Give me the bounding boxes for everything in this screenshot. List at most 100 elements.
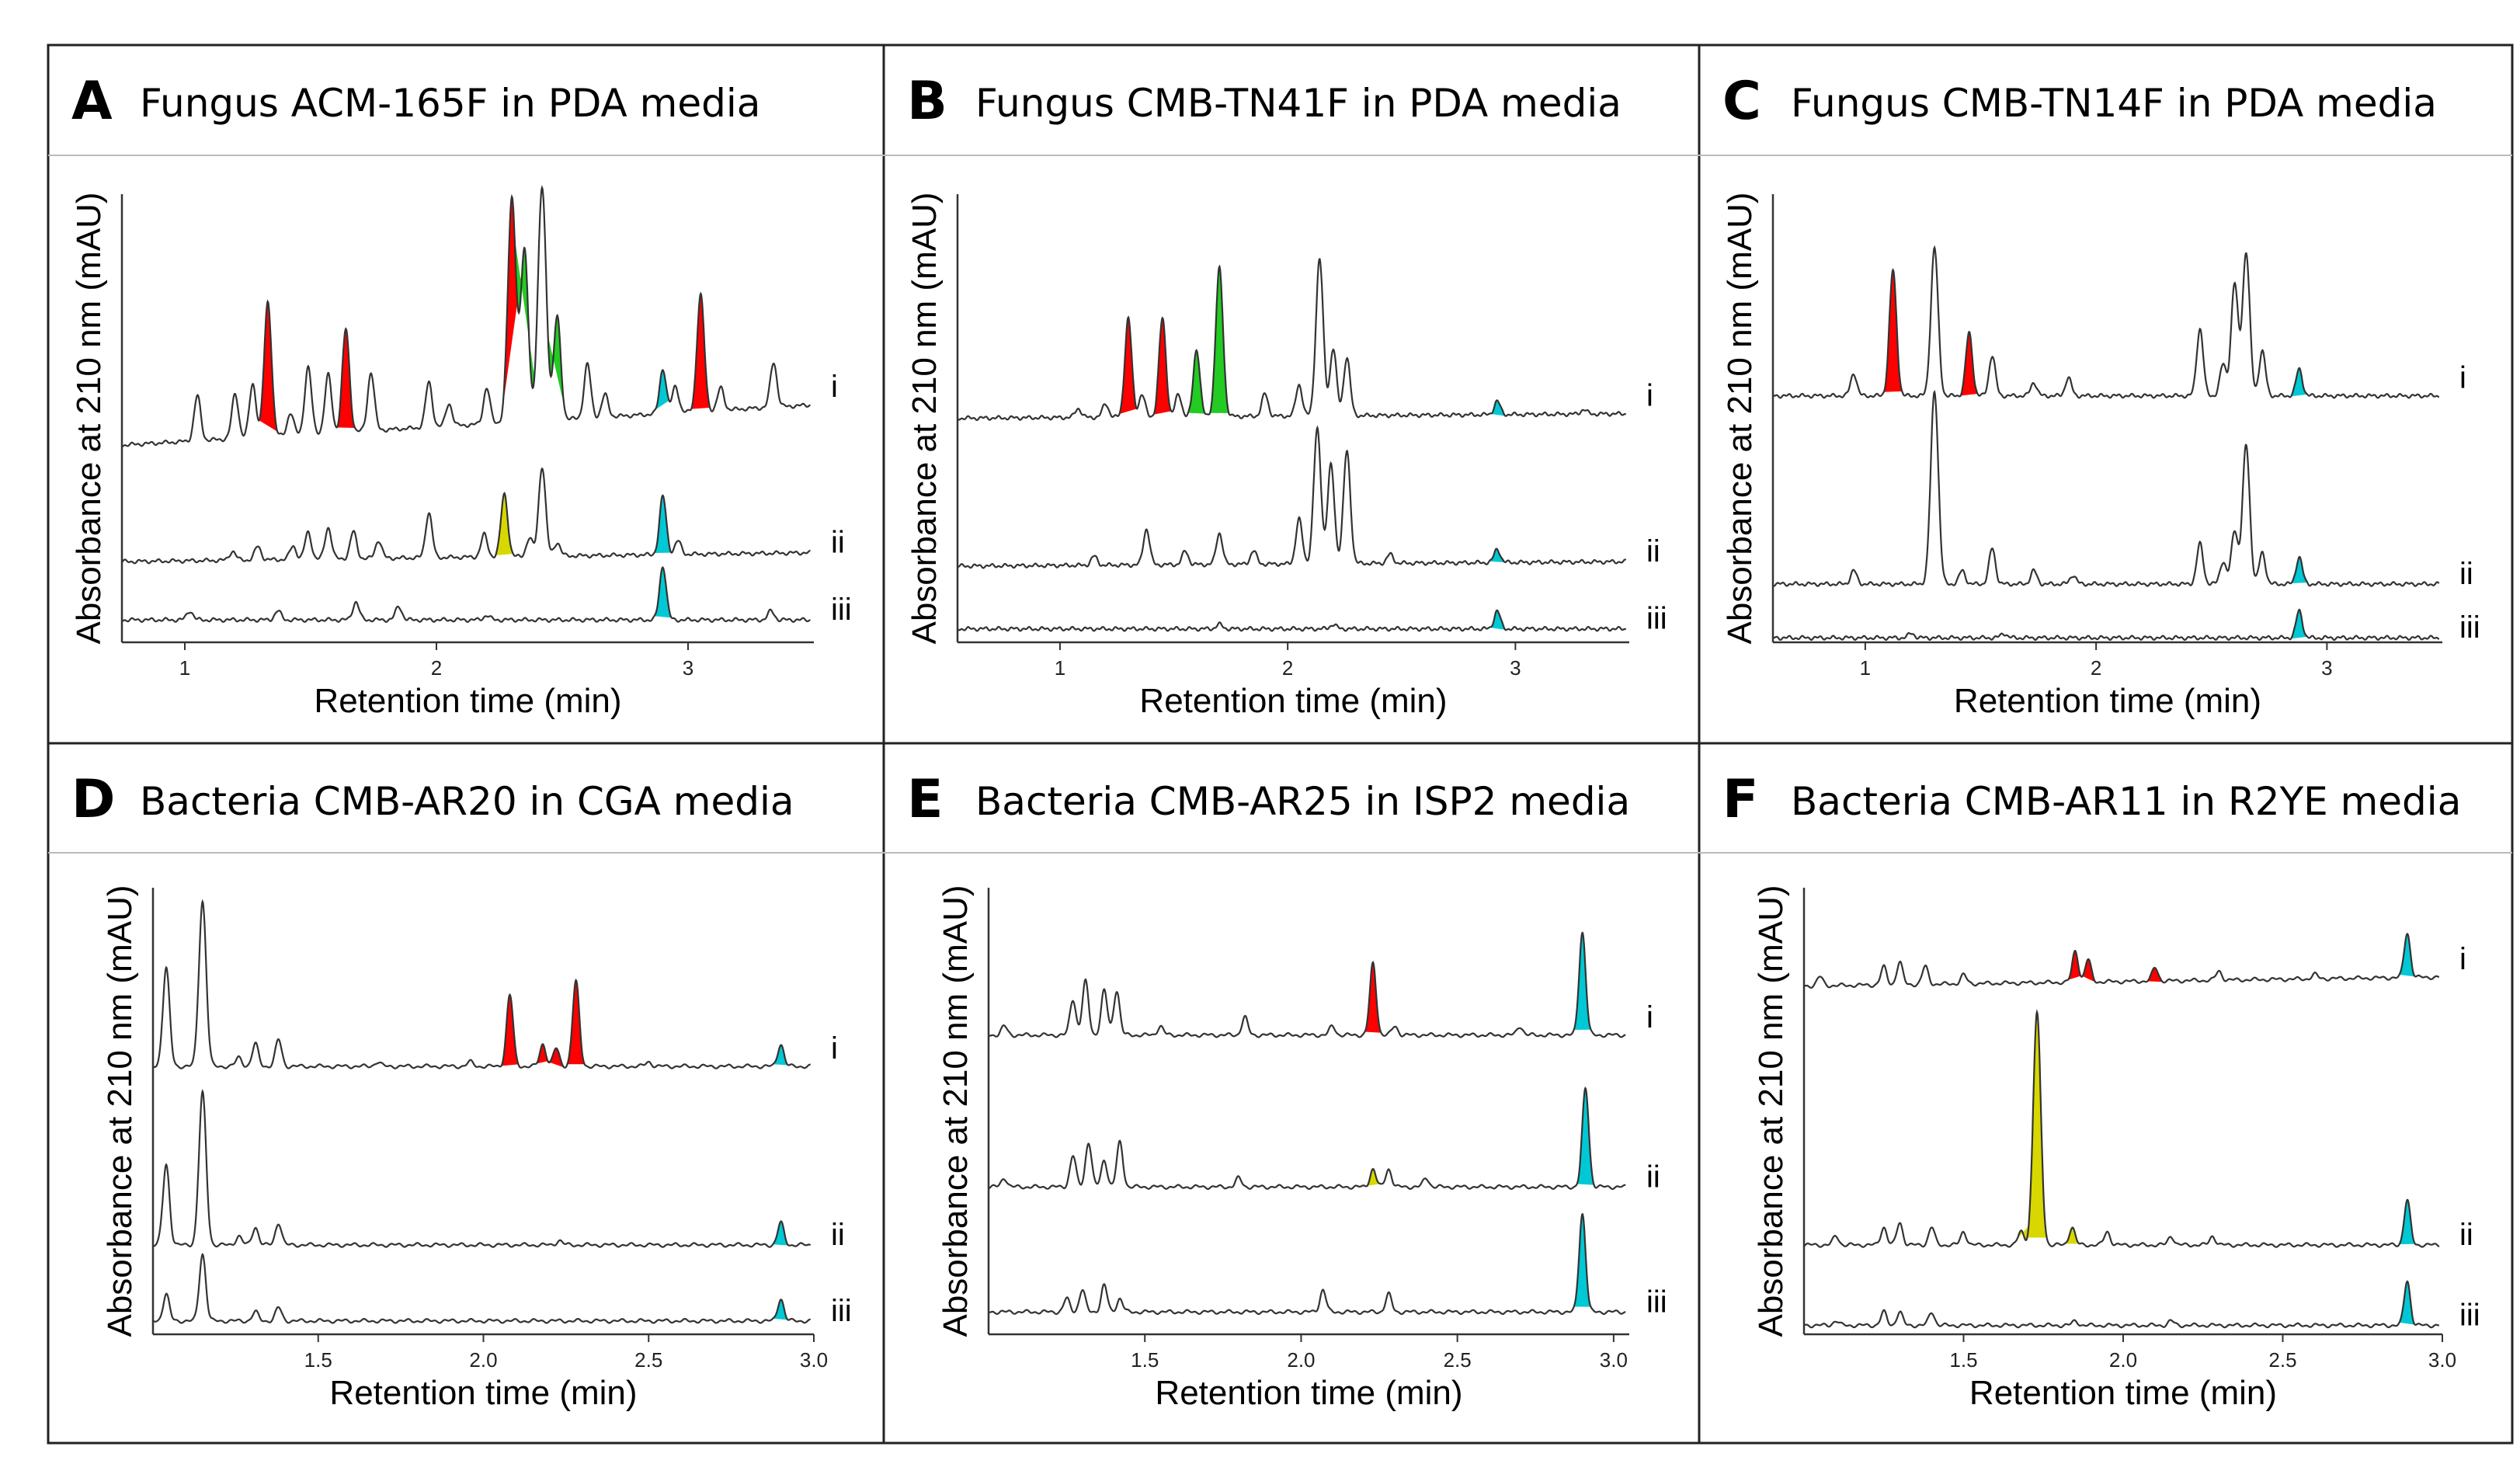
- panel-f: F Bacteria CMB-AR11 in R2YE media 1.5 2.0 2.…: [1722, 769, 2480, 1412]
- highlighted-peak-cyan: [773, 1221, 789, 1246]
- trace-ii: [152, 1088, 812, 1248]
- y-axis-label: Absorbance at 210 nm (mAU): [905, 192, 944, 644]
- x-tick-label: 3.0: [800, 1348, 828, 1372]
- trace-ii: [957, 425, 1627, 569]
- x-tick-label: 2.0: [2109, 1348, 2137, 1372]
- y-axis-label: Absorbance at 210 nm (mAU): [937, 885, 975, 1337]
- highlighted-peak-red: [1119, 317, 1138, 415]
- x-tick-label: 2.5: [1444, 1348, 1472, 1372]
- highlighted-peak-red: [691, 294, 711, 409]
- trace-i: [121, 185, 811, 447]
- panel-title: Fungus CMB-TN41F in PDA media: [975, 81, 1621, 126]
- highlighted-peak-green: [514, 237, 535, 388]
- highlighted-peak-cyan: [1573, 932, 1591, 1030]
- x-tick-label: 1.5: [1949, 1348, 1977, 1372]
- panel-letter: E: [907, 769, 943, 830]
- trace-label-ii: ii: [1646, 534, 1660, 569]
- trace-label-ii: ii: [831, 526, 845, 560]
- trace-label-i: i: [1646, 1000, 1653, 1035]
- panel-letter: A: [71, 71, 113, 132]
- x-tick-label: 2: [2091, 656, 2101, 680]
- highlighted-peak-red: [547, 1048, 565, 1068]
- y-axis-label: Absorbance at 210 nm (mAU): [70, 192, 108, 644]
- highlighted-peak-red: [2147, 968, 2163, 982]
- trace-label-iii: iii: [831, 593, 852, 627]
- x-tick-label: 1: [1860, 656, 1871, 680]
- x-tick-label: 3.0: [1600, 1348, 1628, 1372]
- x-tick-label: 3: [2321, 656, 2332, 680]
- y-axis-label: Absorbance at 210 nm (mAU): [1721, 192, 1759, 644]
- trace-label-i: i: [2459, 361, 2466, 395]
- trace-label-ii: ii: [2459, 557, 2473, 591]
- trace-i: [957, 258, 1627, 421]
- trace-i: [1772, 245, 2440, 399]
- highlighted-peak-cyan: [2399, 1199, 2415, 1245]
- x-tick-label: 3.0: [2428, 1348, 2456, 1372]
- x-axis-label: Retention time (min): [1155, 1374, 1462, 1412]
- x-tick-label: 1.5: [1131, 1348, 1159, 1372]
- panel-letter: F: [1722, 769, 1758, 830]
- panel-d: D Bacteria CMB-AR20 in CGA media 1.5 2.0 2.5…: [71, 769, 852, 1412]
- x-tick-label: 3: [1510, 656, 1521, 680]
- trace-label-iii: iii: [2459, 1299, 2480, 1333]
- trace-iii: [957, 609, 1627, 632]
- highlighted-peak-red: [501, 994, 519, 1066]
- panel-title: Fungus ACM-165F in PDA media: [140, 81, 760, 126]
- x-tick-label: 1: [1055, 656, 1065, 680]
- highlighted-peak-red: [567, 980, 585, 1065]
- highlighted-peak-cyan: [2399, 1281, 2415, 1325]
- panel-letter: D: [71, 769, 115, 830]
- trace-label-iii: iii: [2459, 610, 2480, 645]
- trace-ii: [988, 1086, 1626, 1190]
- trace-label-i: i: [1646, 379, 1653, 413]
- x-axis-label: Retention time (min): [1139, 682, 1447, 720]
- highlighted-peak-cyan: [2399, 934, 2415, 977]
- x-tick-label: 2.5: [634, 1348, 662, 1372]
- y-axis-label: Absorbance at 210 nm (mAU): [101, 885, 139, 1337]
- x-tick-label: 1: [179, 656, 190, 680]
- highlighted-peak-green: [547, 315, 567, 416]
- x-tick-label: 2.0: [1287, 1348, 1315, 1372]
- highlighted-peak-red: [501, 196, 523, 418]
- highlighted-peak-yellow: [2027, 1012, 2047, 1238]
- trace-label-i: i: [831, 370, 838, 404]
- panel-c: C Fungus CMB-TN14F in PDA media 1 2 3 Retenti…: [1721, 71, 2480, 720]
- trace-label-iii: iii: [1646, 1285, 1667, 1319]
- x-tick-label: 2: [431, 656, 442, 680]
- highlighted-peak-cyan: [2291, 556, 2308, 584]
- y-axis-label: Absorbance at 210 nm (mAU): [1752, 885, 1790, 1337]
- trace-ii: [1803, 1009, 2440, 1248]
- panel-e: E Bacteria CMB-AR25 in ISP2 media 1.5 2.0 2.…: [907, 769, 1667, 1412]
- x-tick-label: 2.0: [469, 1348, 497, 1372]
- highlighted-peak-cyan: [654, 567, 672, 618]
- trace-i: [152, 899, 811, 1069]
- highlighted-peak-red: [1153, 318, 1172, 415]
- panel-letter: C: [1722, 71, 1761, 132]
- trace-label-i: i: [831, 1031, 838, 1066]
- highlighted-peak-red: [2080, 959, 2096, 982]
- highlighted-peak-red: [336, 329, 356, 429]
- panel-title: Fungus CMB-TN14F in PDA media: [1791, 81, 2437, 126]
- x-tick-label: 3: [683, 656, 693, 680]
- trace-i: [1803, 932, 2440, 989]
- trace-i: [988, 931, 1626, 1038]
- trace-label-i: i: [2459, 942, 2466, 976]
- highlighted-peak-cyan: [1576, 1088, 1594, 1185]
- x-tick-label: 2: [1282, 656, 1293, 680]
- panel-letter: B: [907, 71, 947, 132]
- trace-iii: [1803, 1280, 2440, 1329]
- trace-iii: [1772, 608, 2440, 642]
- highlighted-peak-red: [1960, 332, 1978, 396]
- highlighted-peak-cyan: [1489, 548, 1506, 562]
- trace-iii: [988, 1212, 1626, 1316]
- highlighted-peak-red: [258, 301, 278, 432]
- trace-label-iii: iii: [831, 1294, 852, 1328]
- highlighted-peak-green: [1210, 266, 1229, 413]
- highlighted-peak-yellow: [495, 493, 513, 556]
- trace-label-ii: ii: [831, 1218, 845, 1252]
- x-axis-label: Retention time (min): [1954, 682, 2261, 720]
- panel-b: B Fungus CMB-TN41F in PDA media 1 2 3 Retenti…: [905, 71, 1667, 720]
- trace-iii: [152, 1253, 811, 1324]
- panel-title: Bacteria CMB-AR25 in ISP2 media: [975, 779, 1630, 824]
